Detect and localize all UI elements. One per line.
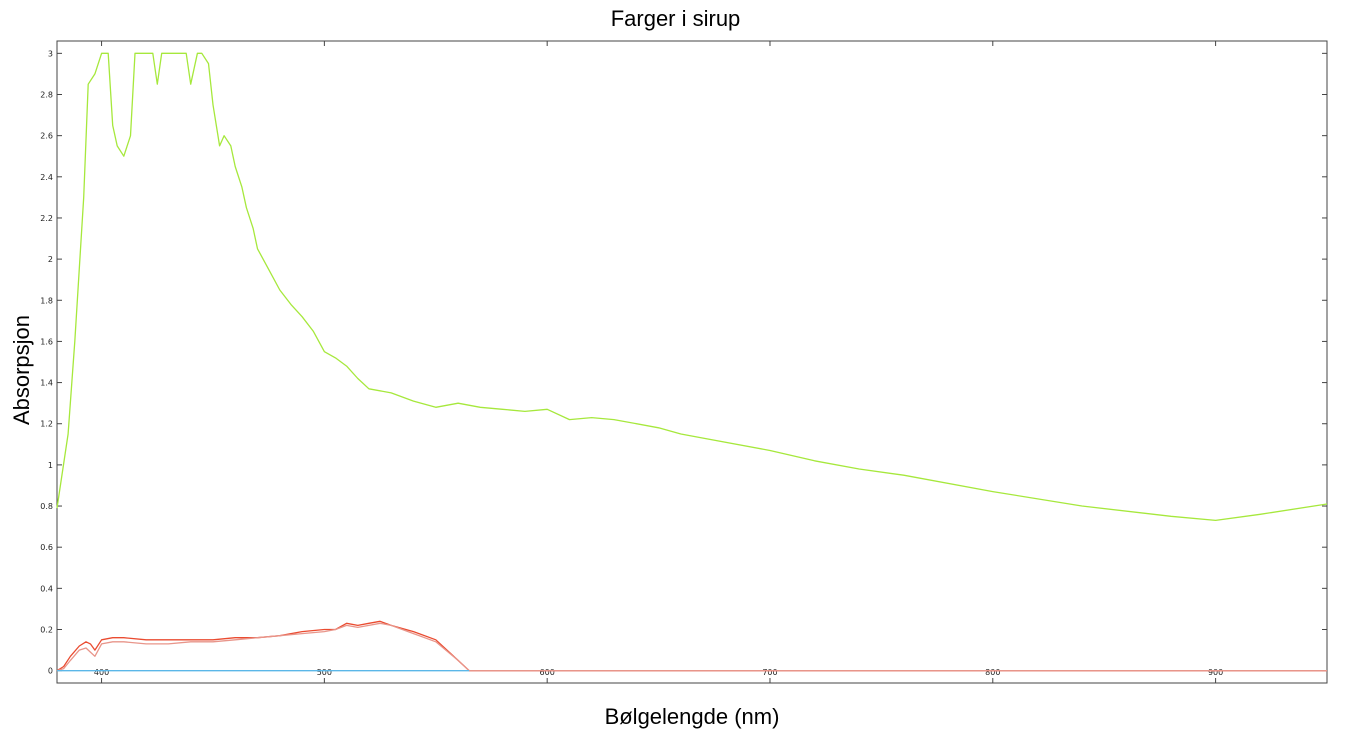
series-group: [56, 52, 1328, 672]
y-tick-label: 2.4: [40, 173, 53, 182]
plot-frame: [56, 40, 1328, 684]
y-tick-label: 1.8: [40, 296, 53, 305]
y-tick-label: 2.6: [40, 132, 53, 141]
y-tick-label: 1.4: [40, 379, 53, 388]
x-tick-label: 600: [540, 668, 555, 677]
x-axis-label: Bølgelengde (nm): [604, 704, 780, 729]
x-tick-label: 900: [1208, 668, 1223, 677]
y-tick-label: 0.4: [40, 584, 53, 593]
y-tick-label: 0.2: [40, 626, 53, 635]
y-tick-label: 0: [48, 667, 53, 676]
series-line-3: [56, 622, 1327, 672]
y-tick-label: 1.2: [40, 420, 53, 429]
axis-ticks: 400 500 600 700 800 900 0 0.2 0.4 0.6 0.8 1 1.2 1.4 1.…: [40, 41, 1327, 683]
y-tick-label: 2: [48, 255, 53, 264]
y-tick-label: 0.6: [40, 543, 53, 552]
x-tick-label: 400: [94, 668, 109, 677]
x-tick-label: 500: [317, 668, 332, 677]
chart-title: Farger i sirup: [610, 6, 741, 31]
y-tick-label: 2.8: [40, 91, 53, 100]
x-tick-label: 700: [762, 668, 777, 677]
series-line-2: [56, 620, 1327, 672]
y-tick-label: 2.2: [40, 214, 53, 223]
y-tick-label: 1: [48, 461, 53, 470]
y-tick-label: 0.8: [40, 502, 53, 511]
series-line-1: [56, 52, 1328, 522]
y-tick-label: 3: [48, 49, 53, 58]
x-tick-label: 800: [985, 668, 1000, 677]
y-tick-label: 1.6: [40, 337, 53, 346]
